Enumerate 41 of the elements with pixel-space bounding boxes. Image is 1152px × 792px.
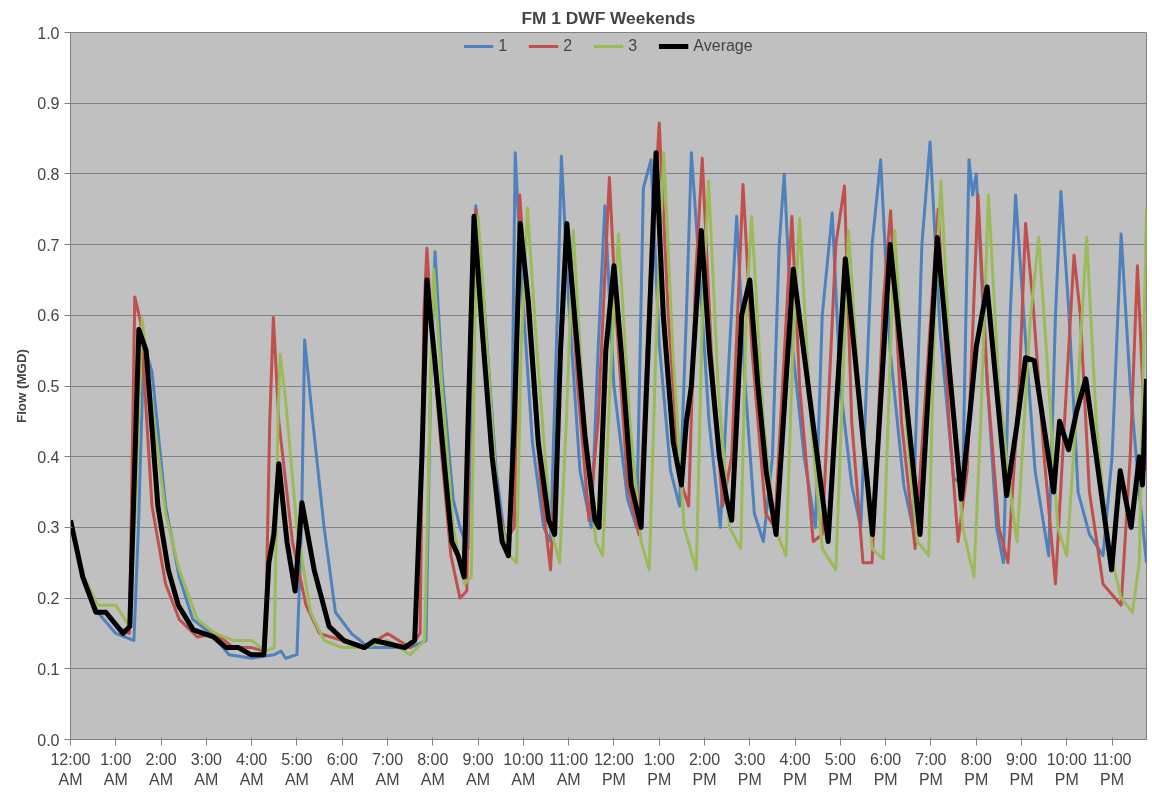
x-tick-label: 10:00 PM bbox=[1046, 750, 1087, 788]
x-tick-label: 7:00 PM bbox=[915, 750, 947, 788]
x-tick-label: 12:00 AM bbox=[50, 750, 91, 788]
x-tick-label: 9:00 PM bbox=[1005, 750, 1038, 788]
x-tick-label: 6:00 AM bbox=[326, 750, 358, 788]
x-tick-label: 1:00 PM bbox=[643, 750, 675, 788]
x-tick-label: 4:00 AM bbox=[236, 750, 268, 788]
x-tick-label: 3:00 PM bbox=[734, 750, 766, 788]
x-tick-label: 8:00 AM bbox=[417, 750, 449, 788]
y-tick-label: 0.7 bbox=[37, 236, 60, 254]
x-tick-label: 8:00 PM bbox=[960, 750, 992, 788]
y-tick-label: 0.0 bbox=[37, 731, 60, 749]
x-tick-label: 12:00 PM bbox=[593, 750, 635, 788]
x-tick-label: 2:00 PM bbox=[688, 750, 721, 788]
x-tick-label: 11:00 PM bbox=[1092, 750, 1132, 788]
y-tick-label: 1.0 bbox=[37, 24, 60, 42]
legend-label: 2 bbox=[563, 37, 574, 55]
y-tick-label: 0.4 bbox=[37, 448, 60, 466]
x-tick-label: 6:00 PM bbox=[870, 750, 902, 788]
legend-label: 3 bbox=[628, 37, 639, 55]
x-tick-label: 7:00 AM bbox=[371, 750, 404, 788]
y-axis-title: Flow (MGD) bbox=[14, 348, 30, 424]
x-tick-label: 9:00 AM bbox=[462, 750, 494, 788]
x-tick-label: 1:00 AM bbox=[100, 750, 132, 788]
x-tick-label: 10:00 AM bbox=[503, 750, 544, 788]
y-tick-label: 0.1 bbox=[37, 660, 60, 678]
x-tick-label: 5:00 AM bbox=[281, 750, 313, 788]
x-tick-label: 2:00 AM bbox=[145, 750, 177, 788]
x-tick-label: 3:00 AM bbox=[190, 750, 223, 788]
y-tick-label: 0.8 bbox=[37, 165, 60, 183]
legend-label: Average bbox=[693, 37, 753, 55]
y-tick-label: 0.6 bbox=[37, 307, 60, 325]
y-tick-label: 0.5 bbox=[37, 378, 60, 395]
chart-title: FM 1 DWF Weekends bbox=[521, 7, 696, 28]
y-tick-label: 0.9 bbox=[37, 95, 60, 113]
y-tick-label: 0.2 bbox=[37, 590, 60, 608]
x-tick-label: 5:00 PM bbox=[824, 750, 857, 788]
y-tick-label: 0.3 bbox=[37, 519, 60, 537]
x-tick-label: 4:00 PM bbox=[779, 750, 811, 788]
legend-label: 1 bbox=[498, 37, 509, 55]
x-tick-label: 11:00 AM bbox=[549, 750, 589, 788]
